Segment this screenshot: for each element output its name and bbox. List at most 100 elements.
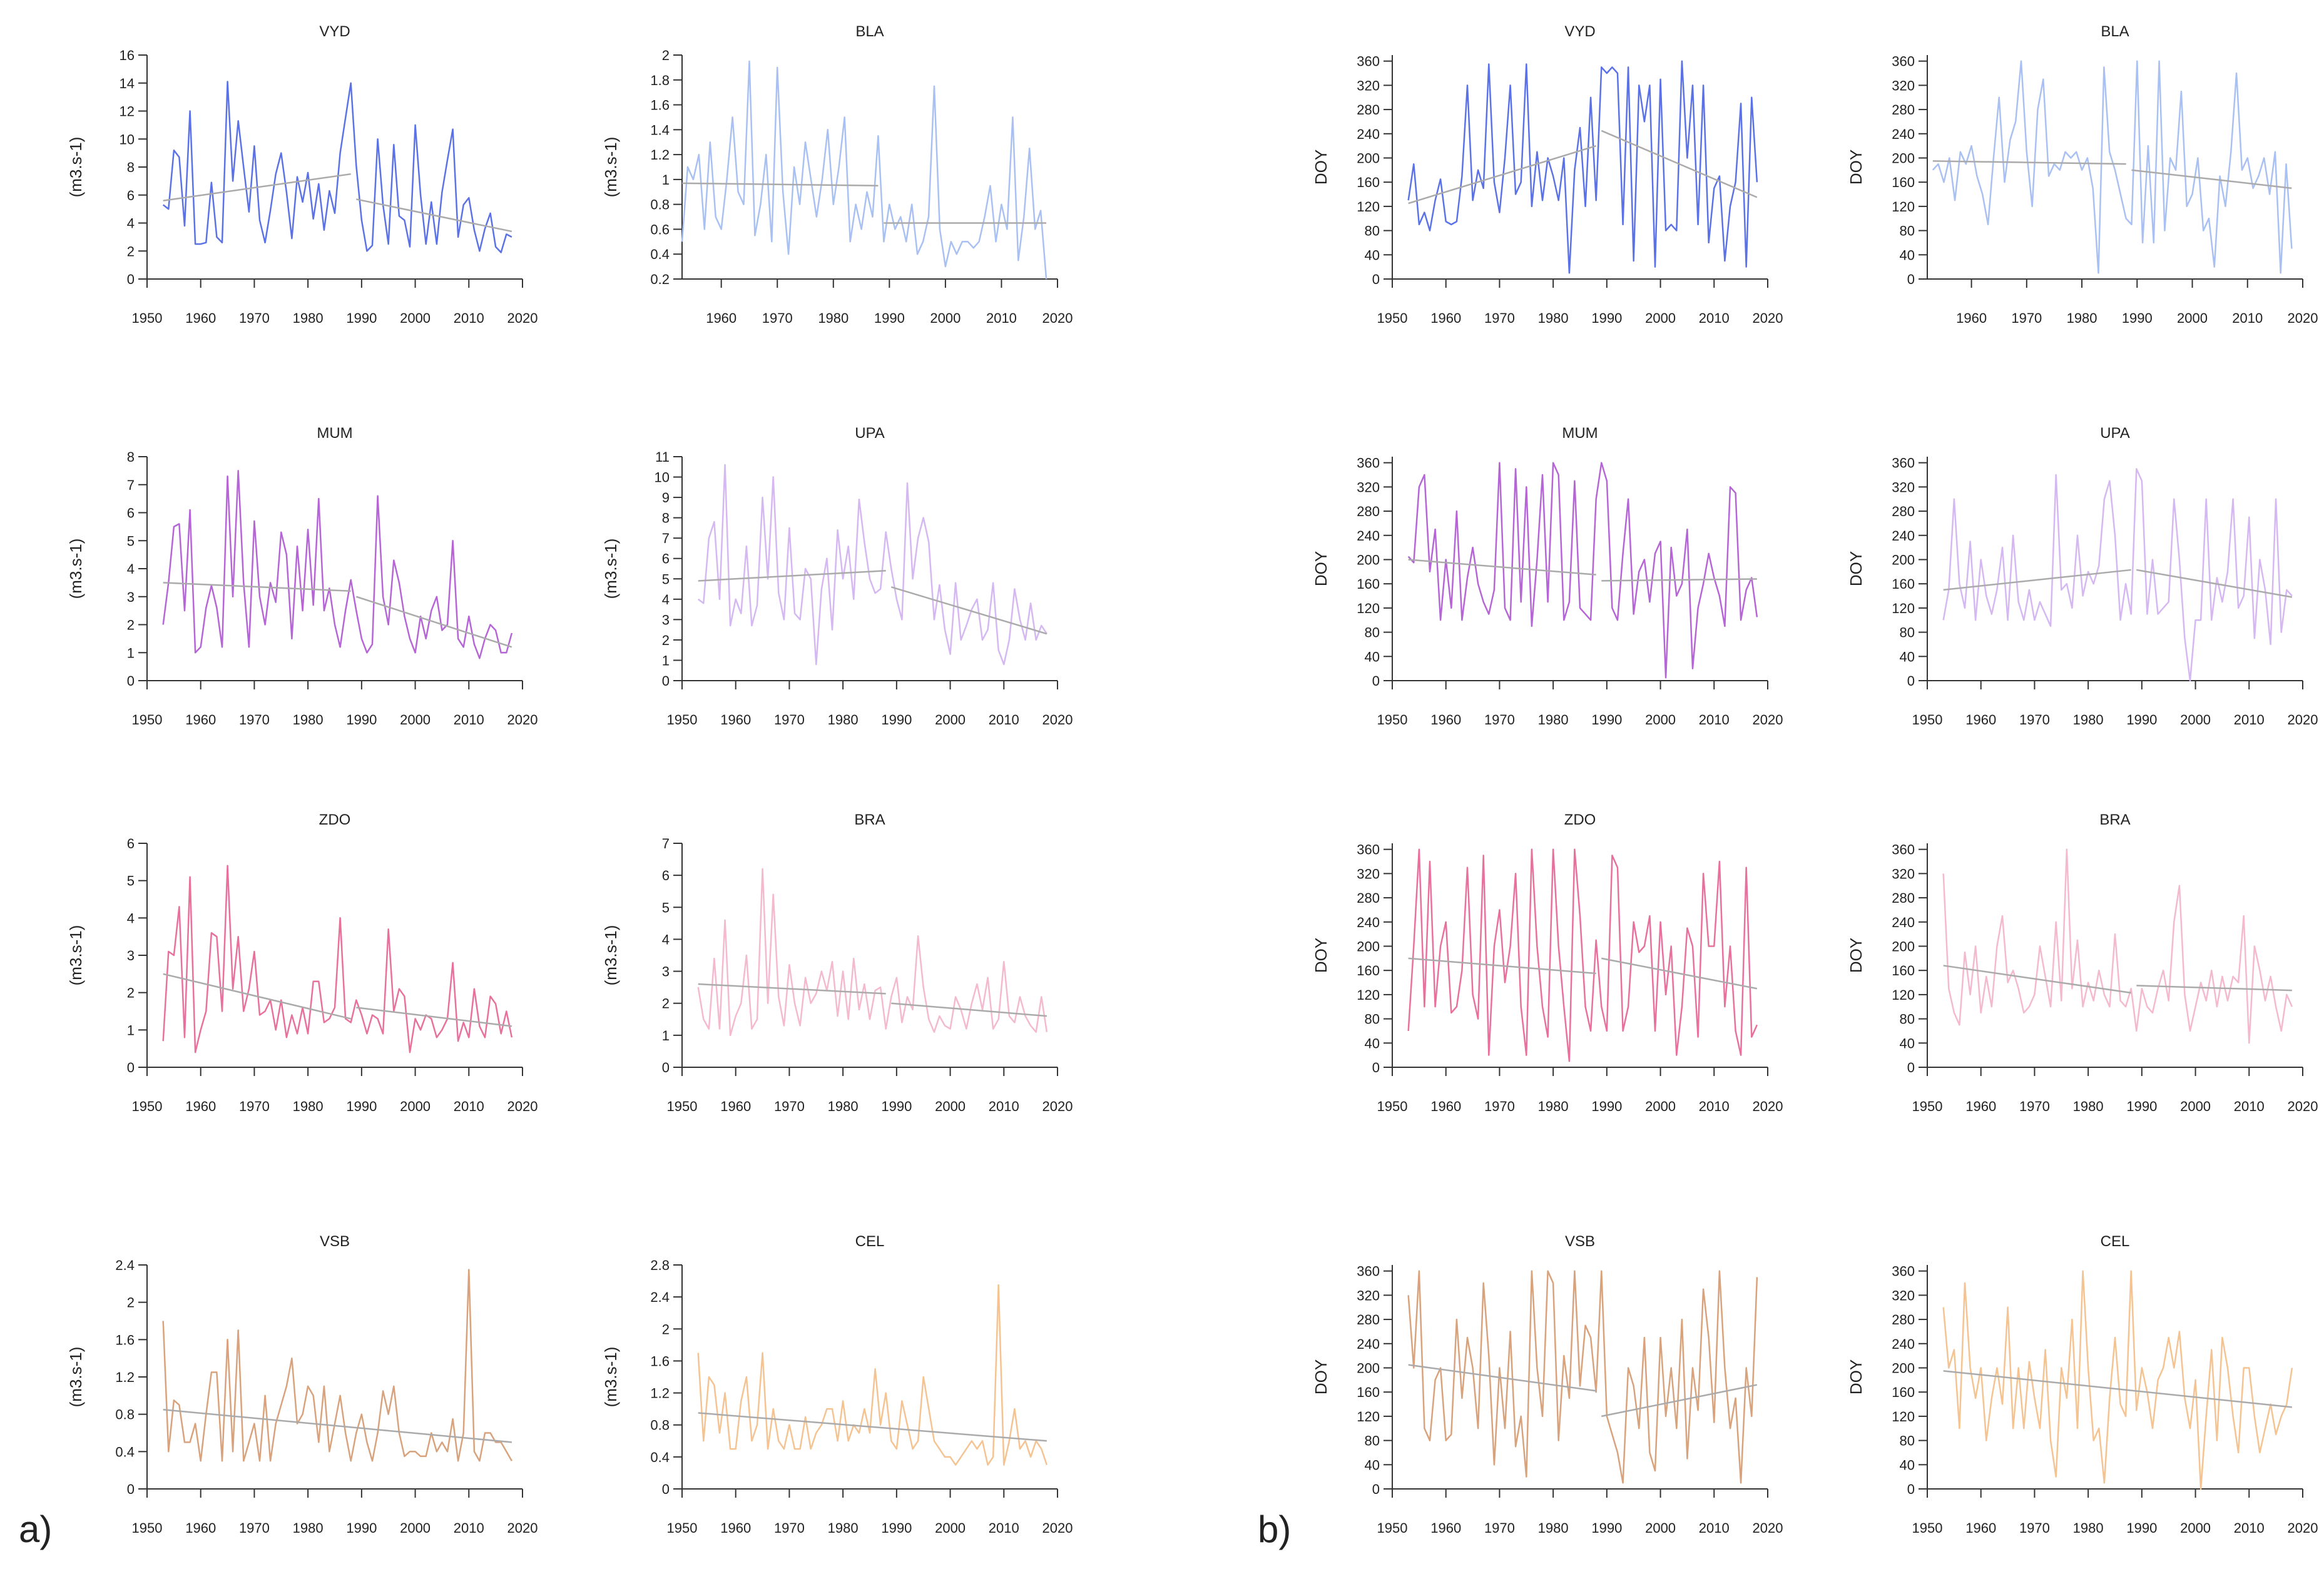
x-tick-label: 1950 <box>667 1099 698 1114</box>
trend-line <box>681 182 879 187</box>
x-tick-label: 1960 <box>1965 1099 1996 1114</box>
y-tick-label: 4 <box>127 216 135 231</box>
y-tick-label: 1.4 <box>650 122 670 138</box>
y-tick-label: 280 <box>1357 102 1380 118</box>
y-tick-label: 320 <box>1357 479 1380 495</box>
y-axis-label: (m3.s-1) <box>66 539 85 599</box>
y-tick-label: 240 <box>1357 126 1380 142</box>
x-tick-label: 2000 <box>2180 712 2211 728</box>
y-tick-label: 160 <box>1357 963 1380 978</box>
y-axis-label: DOY <box>1312 551 1330 586</box>
x-tick-label: 2000 <box>1645 1099 1676 1114</box>
series-line-VYD <box>162 81 512 253</box>
y-tick-label: 40 <box>1365 1035 1380 1051</box>
y-tick-label: 280 <box>1892 890 1915 906</box>
y-tick-label: 5 <box>662 900 670 915</box>
y-tick-label: 240 <box>1357 915 1380 930</box>
chart-title: ZDO <box>1564 811 1596 828</box>
y-tick-label: 6 <box>127 188 135 203</box>
y-tick-label: 200 <box>1892 938 1915 954</box>
x-tick-label: 2000 <box>935 1520 966 1536</box>
y-tick-label: 160 <box>1357 576 1380 592</box>
x-tick-label: 1950 <box>1377 1520 1408 1536</box>
y-tick-label: 160 <box>1357 1384 1380 1400</box>
x-tick-label: 1970 <box>2019 1099 2050 1114</box>
y-tick-label: 240 <box>1357 528 1380 544</box>
x-tick-label: 1960 <box>185 712 216 728</box>
x-tick-label: 1980 <box>293 1099 324 1114</box>
y-tick-label: 10 <box>120 131 135 147</box>
series-line-ZDO <box>162 865 513 1054</box>
x-tick-label: 2020 <box>2288 1520 2318 1536</box>
x-tick-label: 1970 <box>774 1099 805 1114</box>
x-tick-label: 1970 <box>1484 1520 1515 1536</box>
x-tick-label: 1960 <box>1430 712 1461 728</box>
trend-line <box>1601 957 1758 990</box>
chart-title: CEL <box>855 1233 885 1250</box>
x-tick-label: 1990 <box>346 1520 377 1536</box>
x-tick-label: 2000 <box>400 712 431 728</box>
y-tick-label: 200 <box>1892 1360 1915 1376</box>
trend-line <box>891 1002 1047 1017</box>
x-tick-label: 2010 <box>454 712 484 728</box>
y-tick-label: 7 <box>662 836 670 851</box>
x-tick-label: 2010 <box>2234 1099 2265 1114</box>
y-tick-label: 8 <box>127 160 135 175</box>
y-tick-label: 360 <box>1892 842 1915 858</box>
panel-label-b: b) <box>1258 1508 1292 1550</box>
trend-line <box>1943 1370 2292 1408</box>
x-tick-label: 1980 <box>828 1520 859 1536</box>
x-tick-label: 1960 <box>720 1520 751 1536</box>
y-tick-label: 0.4 <box>650 1450 670 1465</box>
y-tick-label: 10 <box>655 470 670 485</box>
x-tick-label: 1980 <box>293 712 324 728</box>
trend-line <box>356 198 512 233</box>
x-tick-label: 1980 <box>1538 310 1569 326</box>
y-tick-label: 360 <box>1357 455 1380 471</box>
series-line-VSB <box>162 1269 512 1462</box>
y-tick-label: 3 <box>662 964 670 980</box>
y-tick-label: 280 <box>1357 504 1380 519</box>
x-tick-label: 2010 <box>454 310 484 326</box>
x-tick-label: 1990 <box>2126 712 2157 728</box>
y-tick-label: 40 <box>1900 247 1915 263</box>
x-tick-label: 1970 <box>762 310 793 326</box>
y-tick-label: 2 <box>662 632 670 648</box>
y-tick-label: 200 <box>1357 938 1380 954</box>
y-tick-label: 7 <box>127 477 135 493</box>
series-line-UPA <box>1942 468 2293 682</box>
x-tick-label: 1970 <box>239 712 270 728</box>
chart-a-ZDO: ZDO (m3.s-1) 0 1 2 3 4 5 6 1950 1960 1970 1980 1990 20… <box>66 811 538 1114</box>
x-tick-label: 1950 <box>132 310 163 326</box>
y-tick-label: 360 <box>1892 1264 1915 1279</box>
trend-line <box>163 1408 512 1443</box>
y-axis-label: (m3.s-1) <box>66 137 85 198</box>
x-tick-label: 2000 <box>935 1099 966 1114</box>
y-tick-label: 80 <box>1365 1012 1380 1027</box>
x-tick-label: 2000 <box>1645 310 1676 326</box>
x-tick-label: 2000 <box>400 1520 431 1536</box>
y-tick-label: 2 <box>662 48 670 63</box>
y-tick-label: 1 <box>662 172 670 188</box>
x-tick-label: 2020 <box>507 712 538 728</box>
x-tick-label: 2010 <box>1699 310 1730 326</box>
y-axis-label: DOY <box>1847 938 1865 973</box>
y-tick-label: 2 <box>127 985 135 1001</box>
y-tick-label: 280 <box>1892 102 1915 118</box>
x-tick-label: 2020 <box>1042 712 1073 728</box>
y-tick-label: 4 <box>662 932 670 947</box>
y-tick-label: 40 <box>1900 1035 1915 1051</box>
y-tick-label: 0 <box>127 673 135 689</box>
y-tick-label: 280 <box>1892 504 1915 519</box>
x-tick-label: 1960 <box>720 1099 751 1114</box>
y-tick-label: 240 <box>1892 1336 1915 1352</box>
y-tick-label: 80 <box>1365 223 1380 239</box>
y-tick-label: 1.2 <box>650 147 670 163</box>
y-tick-label: 1.6 <box>650 1353 670 1369</box>
trend-line <box>1601 1384 1758 1418</box>
y-tick-label: 40 <box>1365 247 1380 263</box>
x-tick-label: 1990 <box>346 1099 377 1114</box>
trend-line <box>1932 160 2126 165</box>
series-line-CEL <box>697 1284 1048 1466</box>
